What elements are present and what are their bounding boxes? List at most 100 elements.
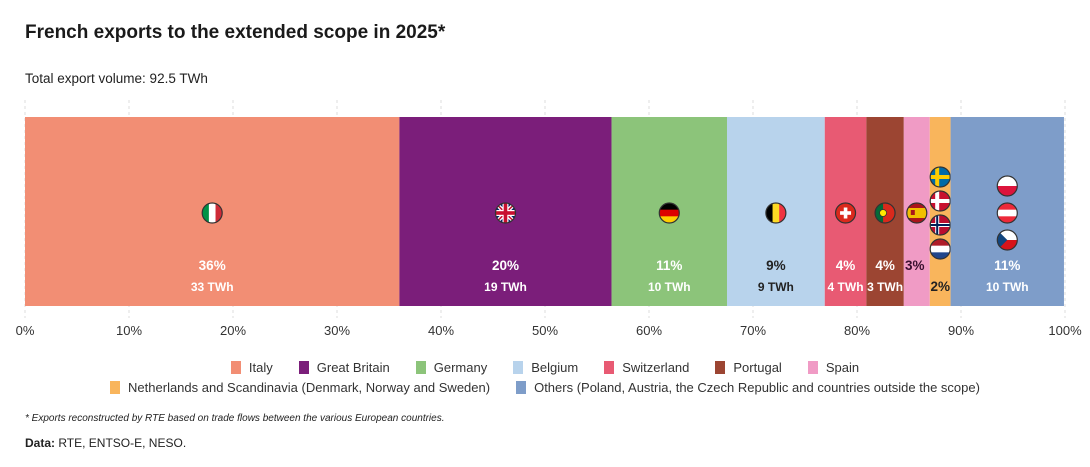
- flag-border: [996, 229, 1018, 251]
- legend-label: Switzerland: [622, 360, 690, 375]
- flag-fill: [930, 167, 951, 187]
- bar-segment-portugal: 4% 3 TWh: [866, 117, 904, 306]
- flag-part: [997, 230, 1008, 250]
- x-tick-label: 100%: [1048, 323, 1082, 338]
- flag-part: [202, 203, 210, 223]
- flag-fill: [659, 203, 680, 223]
- legend-swatch: [516, 381, 527, 394]
- flag-part: [215, 203, 223, 223]
- segment-percent-label: 11%: [656, 258, 682, 273]
- stacked-bar-chart: 0% 10% 20% 30% 40% 50% 60% 70% 80% 90% 100% 36% 33 T…: [16, 100, 1082, 338]
- flag-border: [834, 202, 857, 224]
- legend-item[interactable]: Switzerland: [604, 360, 689, 375]
- legend-item[interactable]: Portugal: [715, 360, 782, 375]
- flag-it-icon: [201, 202, 223, 224]
- flag-part: [930, 199, 951, 203]
- legend-swatch: [513, 361, 524, 374]
- x-tick-label: 80%: [844, 323, 870, 338]
- legend-swatch: [110, 381, 121, 394]
- x-tick-label: 40%: [428, 323, 454, 338]
- legend-swatch: [715, 361, 726, 374]
- legend-swatch: [807, 361, 818, 374]
- legend-swatch: [415, 361, 426, 374]
- flag-part: [765, 203, 774, 223]
- flag-part: [997, 230, 1018, 240]
- flag-part: [659, 209, 680, 217]
- flag-part: [935, 167, 940, 187]
- flag-at-icon: [996, 202, 1018, 224]
- segment-twh-label: 3 TWh: [867, 280, 903, 294]
- x-tick-label: 90%: [948, 323, 974, 338]
- flag-fill: [930, 239, 951, 259]
- flag-part: [997, 240, 1018, 250]
- segment-twh-label: 19 TWh: [484, 280, 527, 294]
- flag-part: [208, 203, 217, 223]
- segment-percent-label: 11%: [994, 258, 1020, 273]
- flag-part: [930, 245, 951, 253]
- flag-dk-icon: [929, 190, 951, 212]
- legend-label: Portugal: [733, 360, 782, 375]
- flag-part: [997, 216, 1018, 223]
- bar-segment-italy: 36% 33 TWh: [25, 117, 400, 306]
- flag-border: [929, 166, 951, 188]
- x-tick-label: 50%: [532, 323, 558, 338]
- flag-be-icon: [765, 202, 787, 224]
- flag-part: [997, 181, 1018, 187]
- flag-part: [772, 203, 780, 223]
- legend-item[interactable]: Great Britain: [298, 360, 390, 375]
- segment-percent-label: 4%: [875, 258, 895, 273]
- flag-part: [935, 191, 940, 211]
- legend-item[interactable]: Others (Poland, Austria, the Czech Repub…: [516, 380, 980, 395]
- flag-gb-icon: [494, 202, 517, 224]
- flag-part: [997, 203, 1018, 211]
- flag-border: [996, 202, 1018, 224]
- flag-fill: [765, 203, 786, 223]
- source-label: Data:: [25, 436, 56, 450]
- legend-item[interactable]: Germany: [415, 360, 488, 375]
- flag-part: [659, 216, 680, 223]
- flag-fill: [930, 191, 951, 211]
- flag-border: [765, 202, 787, 224]
- bar-segment-switzerland: 4% 4 TWh: [824, 117, 867, 306]
- flag-fill: [997, 176, 1018, 196]
- footnote: * Exports reconstructed by RTE based on …: [25, 413, 445, 424]
- flag-fill: [835, 203, 856, 223]
- chart-title: French exports to the extended scope in …: [25, 22, 446, 43]
- segment-percent-label: 4%: [836, 258, 856, 273]
- flag-part: [997, 176, 1018, 182]
- flag-part: [997, 191, 1018, 196]
- flag-part: [930, 224, 951, 226]
- x-tick-label: 70%: [740, 323, 766, 338]
- flag-part: [659, 203, 680, 211]
- legend-label: Great Britain: [316, 360, 390, 375]
- bar-segment-great: 20% 19 TWh: [399, 117, 612, 306]
- flag-de-icon: [658, 202, 680, 224]
- legend-item[interactable]: Italy: [230, 360, 273, 375]
- flag-border: [658, 202, 680, 224]
- flag-cz-icon: [996, 229, 1018, 251]
- legend-item[interactable]: Netherlands and Scandinavia (Denmark, No…: [110, 380, 490, 395]
- flag-border: [996, 175, 1018, 197]
- flag-part: [930, 239, 951, 247]
- segment-twh-label: 10 TWh: [648, 280, 691, 294]
- flag-part: [906, 208, 927, 218]
- bar-segment-others: 11% 10 TWh: [950, 117, 1064, 306]
- legend-swatch: [604, 361, 615, 374]
- segment-percent-label: 2%: [930, 279, 950, 294]
- flag-pt-icon: [874, 202, 896, 224]
- legend-item[interactable]: Spain: [807, 360, 859, 375]
- bar-segment-germany: 11% 10 TWh: [611, 117, 727, 306]
- flag-fill: [906, 203, 927, 223]
- legend-swatch: [230, 361, 241, 374]
- x-tick-label: 10%: [116, 323, 142, 338]
- segment-twh-label: 9 TWh: [758, 280, 794, 294]
- bar-segment-belgium: 9% 9 TWh: [727, 117, 825, 306]
- flag-border: [874, 202, 896, 224]
- legend-label: Netherlands and Scandinavia (Denmark, No…: [128, 380, 491, 395]
- flag-part: [936, 215, 939, 235]
- legend-item[interactable]: Belgium: [513, 360, 578, 375]
- flag-fill: [875, 203, 896, 223]
- legend-label: Germany: [433, 360, 488, 375]
- flag-ch-icon: [834, 202, 857, 224]
